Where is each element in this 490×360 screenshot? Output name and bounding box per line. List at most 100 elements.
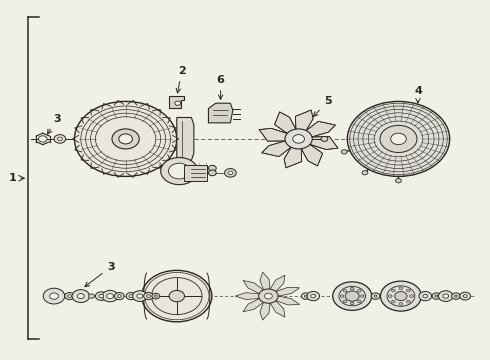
Circle shape — [107, 294, 114, 298]
Polygon shape — [310, 137, 338, 149]
Circle shape — [74, 102, 177, 176]
Circle shape — [259, 289, 278, 303]
Circle shape — [311, 294, 316, 298]
Circle shape — [350, 287, 354, 290]
Circle shape — [455, 295, 458, 297]
Text: 4: 4 — [414, 86, 422, 103]
Circle shape — [68, 295, 72, 297]
Circle shape — [307, 292, 319, 301]
Circle shape — [228, 171, 233, 175]
Circle shape — [169, 163, 190, 179]
Circle shape — [460, 292, 470, 300]
Circle shape — [161, 157, 198, 185]
Polygon shape — [262, 141, 291, 157]
Polygon shape — [270, 301, 285, 317]
Circle shape — [362, 171, 368, 175]
Circle shape — [39, 136, 47, 142]
Polygon shape — [306, 121, 336, 137]
Polygon shape — [184, 165, 207, 181]
Circle shape — [347, 102, 450, 176]
Polygon shape — [295, 110, 313, 131]
Circle shape — [343, 300, 347, 303]
Circle shape — [154, 295, 157, 297]
Circle shape — [391, 133, 406, 145]
Circle shape — [350, 302, 354, 305]
Polygon shape — [260, 302, 270, 320]
Circle shape — [399, 287, 403, 290]
Circle shape — [361, 295, 364, 297]
Polygon shape — [284, 147, 302, 168]
Circle shape — [395, 179, 401, 183]
Text: 7: 7 — [158, 166, 183, 176]
Circle shape — [43, 288, 65, 304]
Circle shape — [77, 294, 84, 298]
Circle shape — [96, 292, 107, 300]
Circle shape — [57, 137, 62, 141]
Circle shape — [340, 295, 344, 297]
Circle shape — [99, 294, 104, 298]
Circle shape — [371, 293, 380, 299]
Circle shape — [399, 302, 403, 305]
Circle shape — [389, 295, 392, 297]
Polygon shape — [276, 296, 299, 305]
Circle shape — [410, 295, 414, 297]
Circle shape — [407, 289, 410, 292]
Polygon shape — [177, 117, 194, 160]
Circle shape — [439, 291, 453, 301]
Circle shape — [54, 135, 66, 143]
Circle shape — [358, 300, 361, 303]
Circle shape — [419, 292, 432, 301]
Text: 3: 3 — [48, 114, 61, 134]
Circle shape — [144, 293, 153, 300]
Circle shape — [342, 150, 347, 154]
Circle shape — [132, 291, 147, 301]
Circle shape — [137, 294, 143, 298]
Circle shape — [285, 129, 312, 149]
Circle shape — [435, 295, 438, 297]
Circle shape — [115, 293, 124, 300]
Circle shape — [102, 291, 118, 302]
Circle shape — [49, 293, 58, 299]
Circle shape — [208, 170, 216, 176]
Circle shape — [119, 134, 132, 144]
Polygon shape — [270, 275, 285, 292]
Circle shape — [343, 289, 347, 292]
Circle shape — [380, 125, 417, 153]
Text: 1: 1 — [8, 173, 16, 183]
Circle shape — [126, 293, 136, 300]
Circle shape — [301, 293, 310, 299]
Text: 6: 6 — [217, 75, 224, 99]
Circle shape — [432, 293, 441, 299]
Circle shape — [374, 295, 377, 297]
Circle shape — [293, 135, 304, 143]
Circle shape — [224, 168, 236, 177]
Polygon shape — [276, 287, 299, 296]
Polygon shape — [301, 144, 322, 166]
Circle shape — [208, 165, 216, 171]
Polygon shape — [259, 128, 287, 141]
Circle shape — [395, 292, 407, 301]
Polygon shape — [260, 272, 270, 290]
Circle shape — [380, 281, 421, 311]
Polygon shape — [235, 293, 259, 300]
Circle shape — [265, 293, 272, 299]
Circle shape — [65, 293, 74, 300]
Circle shape — [169, 291, 185, 302]
Circle shape — [147, 295, 150, 297]
Circle shape — [89, 294, 95, 298]
Circle shape — [142, 270, 212, 322]
Circle shape — [117, 295, 121, 297]
Circle shape — [392, 289, 395, 292]
Circle shape — [112, 129, 139, 149]
Circle shape — [392, 300, 395, 303]
Polygon shape — [243, 298, 264, 312]
Circle shape — [463, 295, 467, 297]
Text: 2: 2 — [176, 66, 186, 93]
Circle shape — [358, 289, 361, 292]
Circle shape — [175, 101, 181, 105]
Polygon shape — [274, 112, 296, 134]
Polygon shape — [208, 103, 233, 123]
Circle shape — [72, 290, 90, 302]
Circle shape — [321, 136, 328, 141]
Text: 5: 5 — [314, 96, 332, 117]
